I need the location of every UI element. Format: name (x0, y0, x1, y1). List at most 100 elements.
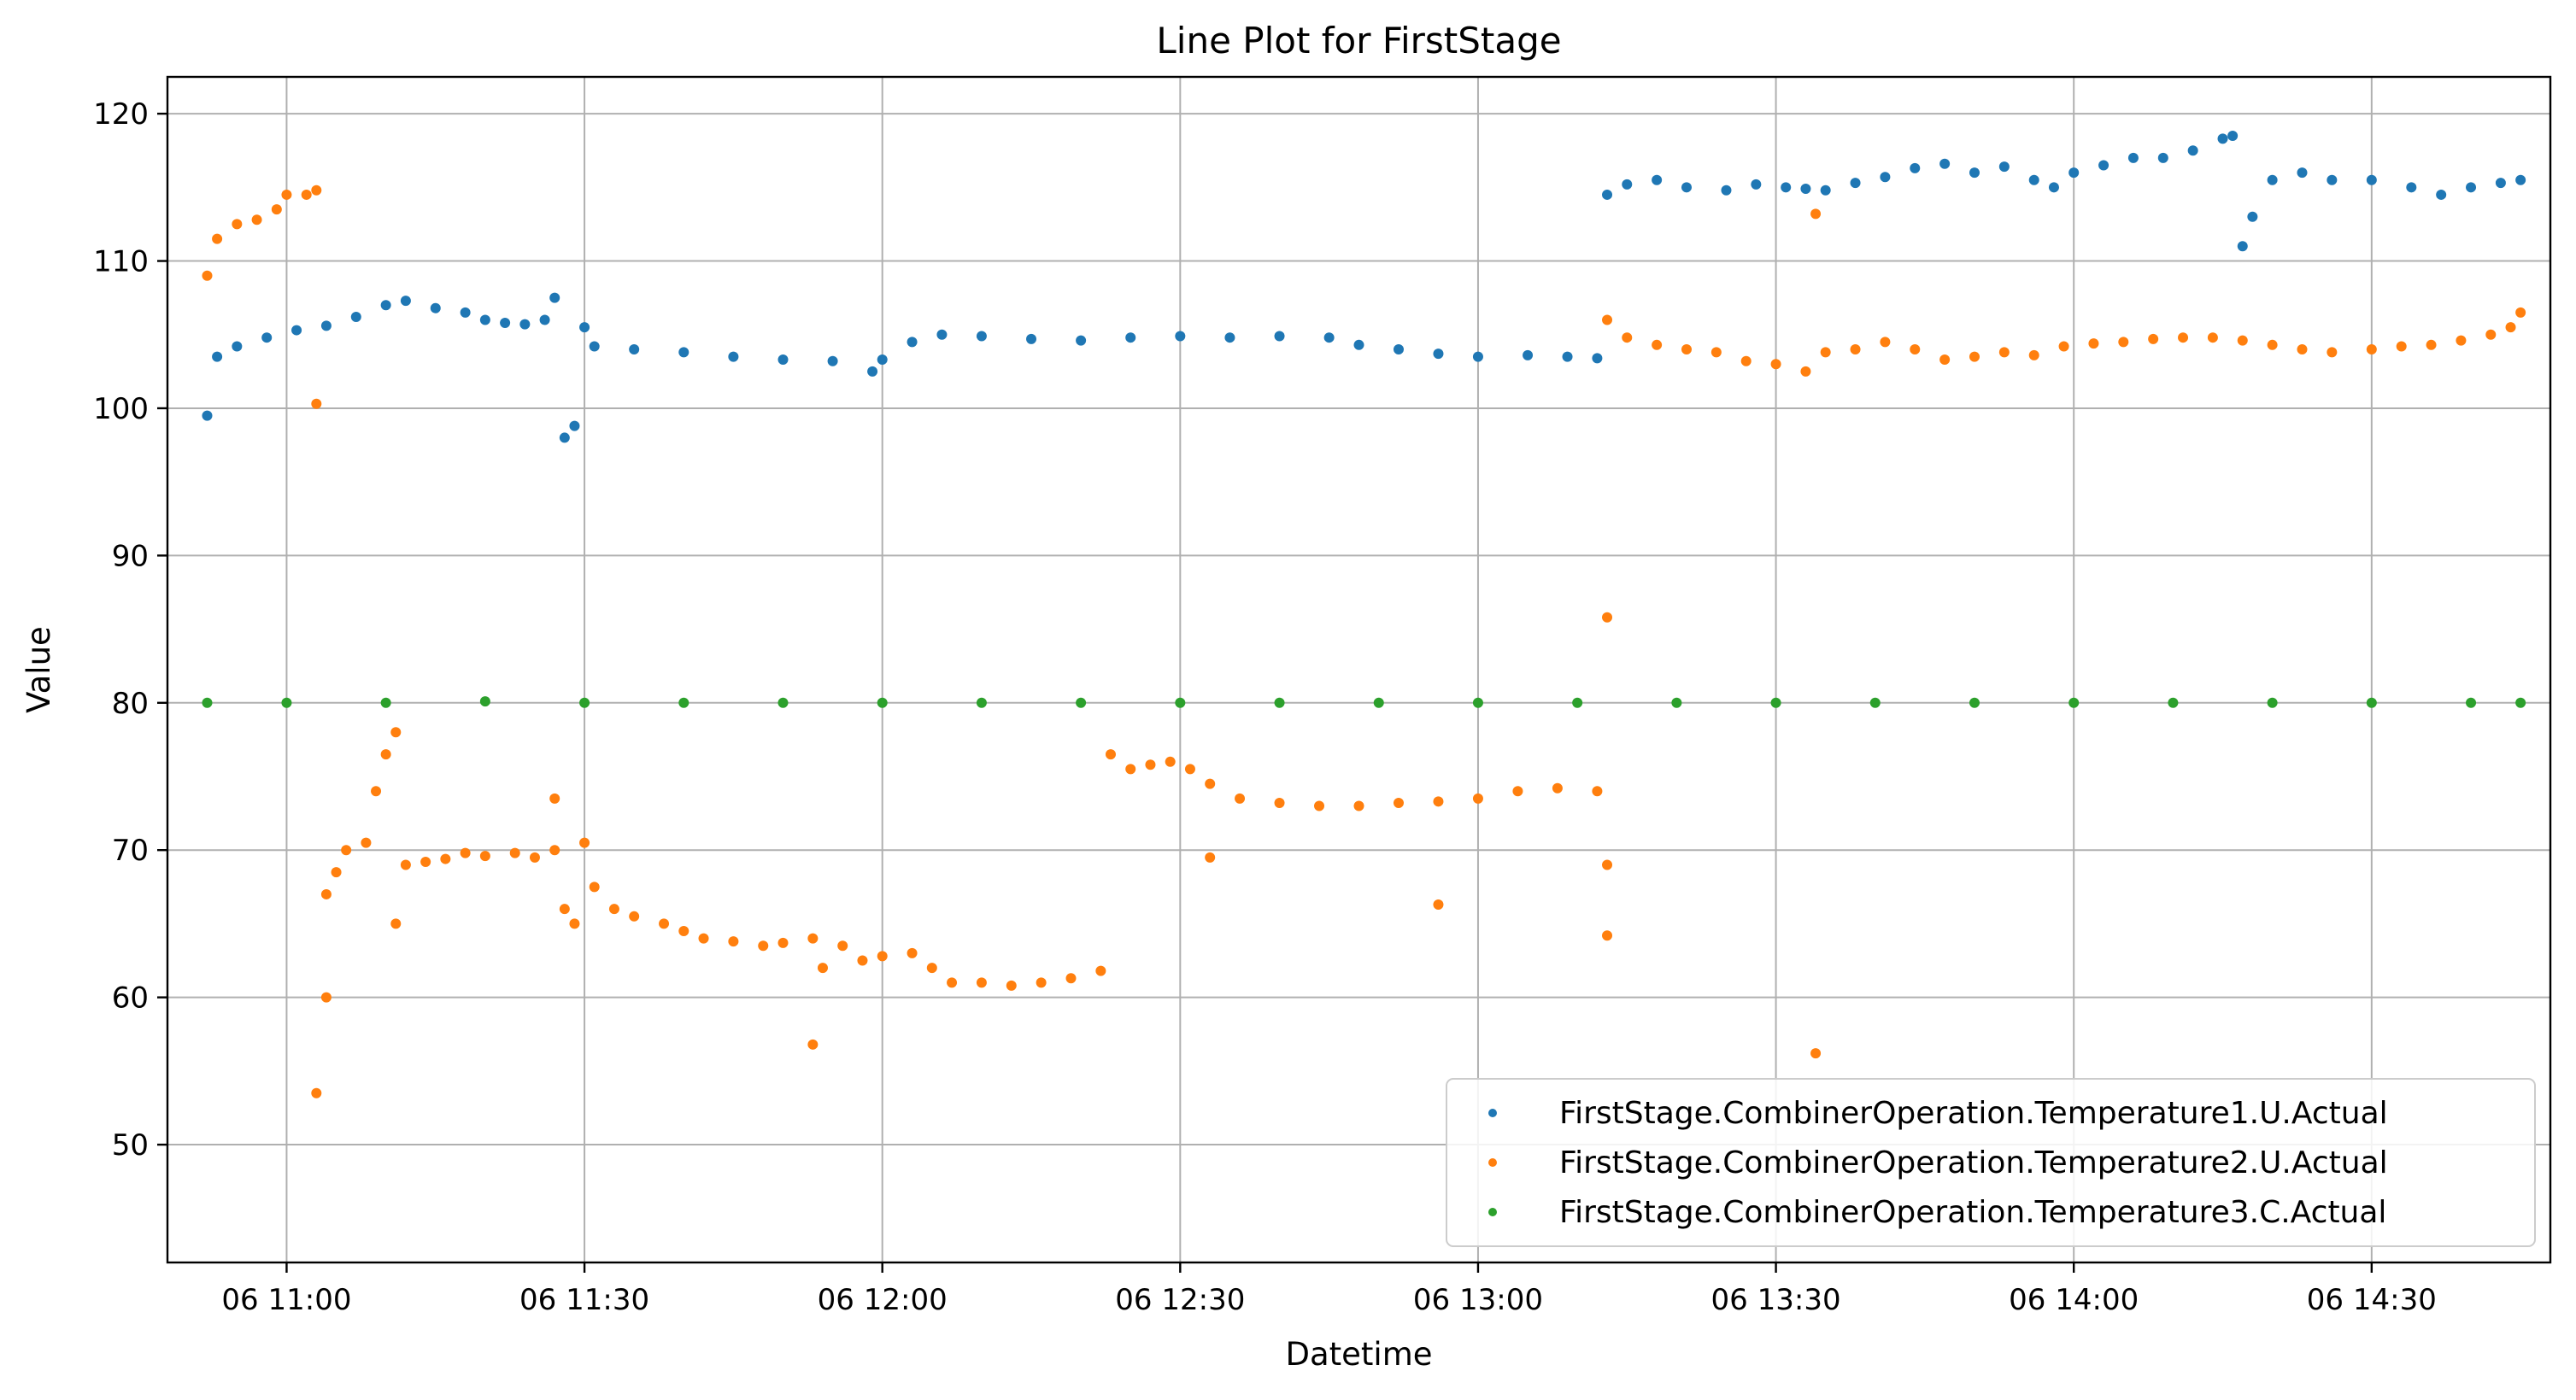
data-point (1373, 697, 1384, 708)
data-point (1235, 793, 1246, 804)
data-point (678, 697, 689, 708)
data-point (320, 992, 332, 1003)
data-point (1910, 162, 1921, 173)
data-point (1472, 697, 1483, 708)
data-point (1353, 800, 1364, 811)
data-point (2237, 335, 2248, 346)
data-point (1393, 798, 1404, 809)
data-point (728, 351, 739, 362)
data-point (1810, 1048, 1822, 1059)
data-point (251, 214, 262, 226)
data-point (331, 867, 342, 878)
data-point (2485, 329, 2497, 340)
data-point (420, 857, 431, 868)
x-tick-label: 06 14:00 (2009, 1283, 2139, 1317)
x-tick-label: 06 14:30 (2307, 1283, 2437, 1317)
x-tick-label: 06 12:30 (1115, 1283, 1245, 1317)
data-point (559, 904, 570, 915)
data-point (2048, 182, 2059, 193)
data-point (629, 343, 640, 354)
data-point (311, 1087, 322, 1098)
data-point (1671, 697, 1682, 708)
data-point (1323, 332, 1335, 343)
data-point (2207, 332, 2218, 343)
data-point (1065, 973, 1077, 984)
data-point (837, 940, 848, 952)
data-point (202, 410, 213, 421)
data-point (1880, 337, 1891, 348)
legend-marker (1488, 1109, 1497, 1117)
data-point (2426, 339, 2437, 350)
data-point (1969, 351, 1980, 362)
legend-box (1446, 1078, 2536, 1247)
data-point (1602, 859, 1613, 870)
data-point (301, 189, 312, 200)
data-point (1969, 167, 1980, 179)
data-point (1274, 697, 1285, 708)
x-tick-label: 06 13:30 (1711, 1283, 1841, 1317)
data-point (2267, 339, 2278, 350)
data-point (500, 317, 511, 328)
data-point (2366, 697, 2377, 708)
data-point (1076, 697, 1087, 708)
data-point (380, 749, 391, 760)
data-point (529, 852, 540, 863)
data-point (777, 354, 789, 366)
data-point (2028, 349, 2039, 360)
data-point (1175, 331, 1186, 342)
data-point (2168, 697, 2179, 708)
data-point (212, 233, 223, 244)
data-point (1523, 349, 1534, 360)
data-point (2127, 152, 2139, 163)
data-point (1125, 332, 1136, 343)
data-point (2098, 160, 2110, 171)
data-point (2148, 333, 2159, 344)
chart-legend: FirstStage.CombinerOperation.Temperature… (1446, 1078, 2536, 1247)
x-tick-label: 06 11:00 (221, 1283, 351, 1317)
data-point (867, 366, 878, 377)
data-point (232, 219, 243, 230)
data-point (1800, 366, 1811, 377)
data-point (271, 204, 282, 215)
data-point (212, 351, 223, 362)
data-point (430, 302, 441, 313)
data-point (1652, 339, 1663, 350)
data-point (976, 331, 987, 342)
data-point (1205, 778, 1216, 789)
data-point (1592, 353, 1603, 364)
data-point (1710, 347, 1722, 358)
data-point (926, 963, 937, 974)
data-point (827, 355, 838, 366)
data-point (1433, 796, 1444, 807)
data-point (1184, 764, 1195, 775)
data-point (1770, 359, 1781, 370)
data-point (2515, 174, 2526, 185)
data-point (380, 300, 391, 311)
data-point (579, 322, 590, 333)
data-point (2515, 307, 2526, 318)
data-point (1036, 977, 1047, 988)
data-point (877, 354, 888, 366)
legend-label: FirstStage.CombinerOperation.Temperature… (1559, 1096, 2388, 1131)
data-point (1652, 174, 1663, 185)
data-point (341, 845, 352, 856)
data-point (361, 837, 372, 848)
data-point (2068, 697, 2080, 708)
data-point (1998, 347, 2010, 358)
data-point (1353, 339, 1364, 350)
y-tick-label: 100 (93, 392, 149, 426)
data-point (629, 911, 640, 922)
data-point (1205, 852, 1216, 863)
data-point (758, 940, 769, 952)
data-point (1145, 759, 1156, 770)
data-point (2267, 697, 2278, 708)
data-point (2157, 152, 2168, 163)
data-point (2058, 341, 2069, 352)
series-2 (202, 185, 2526, 1098)
grid-lines (167, 77, 2550, 1262)
data-point (608, 904, 619, 915)
data-point (390, 918, 402, 929)
data-point (559, 432, 570, 443)
data-point (390, 727, 402, 738)
series-3 (202, 696, 2526, 708)
